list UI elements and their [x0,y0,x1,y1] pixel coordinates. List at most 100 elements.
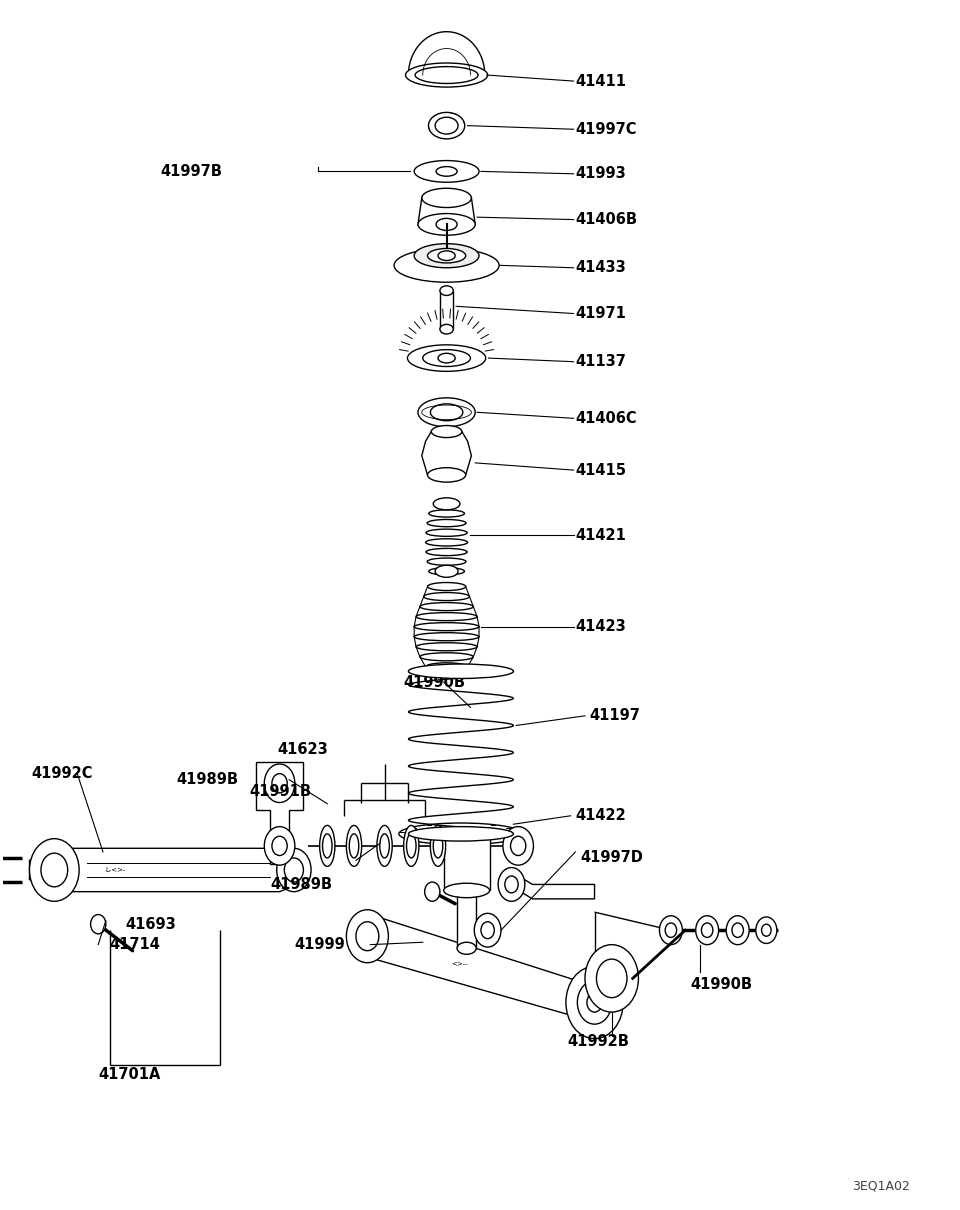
Circle shape [41,853,67,887]
Ellipse shape [377,825,393,866]
Ellipse shape [405,63,488,87]
Polygon shape [509,870,594,899]
Circle shape [272,836,287,855]
Circle shape [481,922,494,939]
Ellipse shape [761,924,771,937]
Ellipse shape [423,593,469,600]
Ellipse shape [349,834,359,858]
Ellipse shape [429,509,465,517]
Ellipse shape [406,834,416,858]
Circle shape [696,916,719,945]
Ellipse shape [416,643,477,651]
Ellipse shape [444,883,490,898]
Ellipse shape [427,519,466,526]
Ellipse shape [425,663,468,670]
Text: 41423: 41423 [575,620,626,634]
Text: 41991B: 41991B [249,784,311,799]
Bar [457,891,476,949]
Ellipse shape [408,664,514,679]
Polygon shape [30,848,299,892]
Text: 41992C: 41992C [32,766,93,782]
Ellipse shape [457,943,476,955]
Circle shape [565,967,623,1038]
Ellipse shape [436,218,457,230]
Ellipse shape [440,286,453,295]
Circle shape [665,923,677,938]
Circle shape [264,826,295,865]
Circle shape [276,848,311,892]
Polygon shape [356,915,594,1019]
Ellipse shape [320,825,335,866]
Circle shape [424,882,440,901]
Circle shape [264,764,295,802]
Ellipse shape [426,548,468,555]
Ellipse shape [418,213,475,235]
Ellipse shape [427,468,466,482]
Ellipse shape [422,350,470,367]
Bar [440,290,453,329]
Text: 41999: 41999 [294,938,345,952]
Text: 41623: 41623 [277,742,328,757]
Circle shape [498,868,525,901]
Circle shape [90,915,106,934]
Text: 41714: 41714 [109,938,160,952]
Ellipse shape [398,823,523,845]
Circle shape [727,916,749,945]
Text: 41989B: 41989B [177,772,238,788]
Text: 41415: 41415 [575,462,627,478]
Ellipse shape [433,834,443,858]
Ellipse shape [421,189,471,208]
Text: 41997D: 41997D [580,851,643,865]
Circle shape [702,923,713,938]
Circle shape [587,993,602,1012]
Text: 41197: 41197 [589,708,640,724]
Ellipse shape [414,623,479,630]
Ellipse shape [420,652,473,661]
Bar [444,836,490,891]
Ellipse shape [420,603,473,611]
Ellipse shape [323,834,332,858]
Ellipse shape [436,167,457,177]
Ellipse shape [435,117,458,134]
Circle shape [577,981,612,1024]
Ellipse shape [380,834,390,858]
Ellipse shape [435,565,458,577]
Ellipse shape [428,113,465,139]
Text: 41693: 41693 [125,917,176,932]
Text: L-<>-: L-<>- [106,868,127,872]
Circle shape [511,836,526,855]
Text: 41411: 41411 [575,74,627,88]
Polygon shape [255,761,303,864]
Circle shape [660,916,683,945]
Ellipse shape [414,243,479,267]
Circle shape [732,923,743,938]
Circle shape [596,960,627,998]
Circle shape [272,773,287,793]
Circle shape [30,839,79,901]
Ellipse shape [426,529,468,536]
Text: 41990B: 41990B [690,976,752,992]
Ellipse shape [414,161,479,183]
Ellipse shape [403,825,419,866]
Circle shape [347,910,389,963]
Ellipse shape [430,404,463,421]
Text: 41406B: 41406B [575,212,637,227]
Ellipse shape [427,558,466,565]
Circle shape [474,914,501,947]
Text: 41992B: 41992B [567,1033,630,1049]
Ellipse shape [347,825,362,866]
Text: 41989B: 41989B [270,877,332,892]
Ellipse shape [425,538,468,546]
Ellipse shape [414,633,479,641]
Ellipse shape [427,582,466,590]
Ellipse shape [438,250,455,260]
Text: 41433: 41433 [575,260,626,275]
Text: 41971: 41971 [575,306,626,321]
Polygon shape [408,31,485,75]
Circle shape [284,858,303,882]
Ellipse shape [427,248,466,263]
Ellipse shape [438,353,455,363]
Text: 41422: 41422 [575,808,626,823]
Ellipse shape [415,67,478,83]
Text: 41993: 41993 [575,166,626,182]
